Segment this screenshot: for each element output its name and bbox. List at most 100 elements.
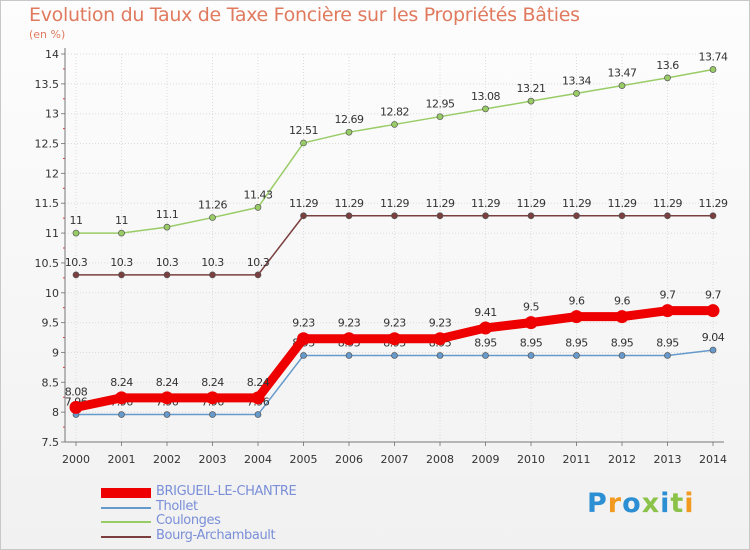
data-label-coulonges: 13.34 xyxy=(562,74,591,87)
data-label-brigueil-le-chantre: 9.6 xyxy=(569,295,585,308)
y-tick-label: 12.5 xyxy=(35,138,60,151)
data-point-coulonges xyxy=(436,113,444,121)
data-label-thollet: 9.04 xyxy=(702,331,725,344)
data-label-bourg-archambault: 11.29 xyxy=(562,197,591,210)
data-point-coulonges xyxy=(209,214,216,221)
data-label-bourg-archambault: 10.3 xyxy=(156,256,179,269)
legend-swatch-bourg-archambault xyxy=(101,535,151,538)
data-point-bourg-archambault xyxy=(527,212,535,220)
data-label-coulonges: 11 xyxy=(70,214,83,227)
data-point-bourg-archambault xyxy=(72,271,80,279)
proxiti-logo: Proxiti xyxy=(587,488,695,519)
data-point-bourg-archambault xyxy=(254,271,262,279)
data-point-thollet xyxy=(618,352,626,359)
x-tick-label: 2001 xyxy=(108,453,136,466)
y-tick-label: 14 xyxy=(45,48,59,61)
data-label-coulonges: 12.69 xyxy=(335,113,364,126)
y-tick-label: 13 xyxy=(45,108,59,121)
data-label-coulonges: 11.43 xyxy=(244,188,273,201)
data-label-bourg-archambault: 11.29 xyxy=(608,197,637,210)
data-label-bourg-archambault: 10.3 xyxy=(65,256,88,269)
data-point-bourg-archambault xyxy=(664,212,671,220)
data-point-brigueil-le-chantre xyxy=(69,400,83,414)
data-label-brigueil-le-chantre: 9.7 xyxy=(705,289,721,302)
y-tick-label: 8.5 xyxy=(42,376,60,389)
data-point-brigueil-le-chantre xyxy=(524,316,538,330)
data-point-bourg-archambault xyxy=(573,212,580,220)
data-label-bourg-archambault: 10.3 xyxy=(247,256,270,269)
data-point-coulonges xyxy=(300,139,307,147)
data-point-coulonges xyxy=(573,90,580,97)
data-point-coulonges xyxy=(618,82,626,89)
y-tick-label: 11.5 xyxy=(35,197,60,210)
data-point-coulonges xyxy=(482,105,489,113)
data-label-brigueil-le-chantre: 8.24 xyxy=(156,376,179,389)
data-point-bourg-archambault xyxy=(300,212,307,220)
data-point-bourg-archambault xyxy=(709,212,717,220)
y-tick-label: 9 xyxy=(52,346,59,359)
data-point-thollet xyxy=(709,346,717,354)
data-point-brigueil-le-chantre xyxy=(206,391,219,405)
data-point-bourg-archambault xyxy=(345,212,353,220)
data-label-coulonges: 12.51 xyxy=(289,124,318,137)
legend-swatch-coulonges xyxy=(101,521,151,523)
data-label-thollet: 8.95 xyxy=(656,336,679,349)
data-point-coulonges xyxy=(118,229,125,237)
legend-label-bourg-archambault: Bourg-Archambault xyxy=(156,527,276,543)
data-point-thollet xyxy=(118,411,125,418)
data-label-brigueil-le-chantre: 8.24 xyxy=(247,376,270,389)
data-point-coulonges xyxy=(163,223,171,231)
data-label-coulonges: 11.1 xyxy=(156,208,179,221)
x-tick-label: 2008 xyxy=(426,453,454,466)
x-tick-label: 2000 xyxy=(62,453,90,466)
x-tick-label: 2009 xyxy=(472,453,500,466)
x-tick-label: 2010 xyxy=(517,453,545,466)
data-point-coulonges xyxy=(254,204,262,211)
data-label-bourg-archambault: 10.3 xyxy=(201,256,224,269)
y-tick-label: 12 xyxy=(45,167,59,180)
data-point-brigueil-le-chantre xyxy=(706,304,720,318)
data-point-thollet xyxy=(391,352,398,359)
data-label-bourg-archambault: 11.29 xyxy=(517,197,546,210)
legend-label-brigueil: BRIGUEIL-LE-CHANTRE xyxy=(156,484,297,499)
data-label-coulonges: 11 xyxy=(115,214,128,227)
x-tick-label: 2012 xyxy=(608,453,636,466)
data-label-bourg-archambault: 10.3 xyxy=(110,256,133,269)
data-point-brigueil-le-chantre xyxy=(160,391,174,405)
data-label-brigueil-le-chantre: 8.24 xyxy=(110,376,133,389)
data-point-bourg-archambault xyxy=(482,212,489,220)
data-point-thollet xyxy=(345,352,353,359)
x-tick-label: 2003 xyxy=(199,453,227,466)
data-label-coulonges: 13.21 xyxy=(517,82,546,95)
data-point-bourg-archambault xyxy=(209,271,216,279)
data-point-coulonges xyxy=(72,229,80,237)
data-point-brigueil-le-chantre xyxy=(388,332,401,346)
data-label-brigueil-le-chantre: 9.41 xyxy=(474,306,497,319)
data-label-brigueil-le-chantre: 9.6 xyxy=(614,295,630,308)
data-label-coulonges: 12.82 xyxy=(380,105,409,118)
data-point-bourg-archambault xyxy=(391,212,398,220)
data-point-thollet xyxy=(209,411,216,418)
data-point-coulonges xyxy=(664,74,671,82)
data-point-thollet xyxy=(482,352,489,359)
data-point-bourg-archambault xyxy=(118,271,125,279)
legend-swatch-thollet xyxy=(101,506,151,509)
data-label-brigueil-le-chantre: 9.23 xyxy=(338,317,361,330)
data-label-brigueil-le-chantre: 9.23 xyxy=(429,317,452,330)
y-tick-label: 11 xyxy=(45,227,59,240)
data-point-coulonges xyxy=(391,121,398,128)
data-label-coulonges: 13.47 xyxy=(608,67,637,80)
data-point-brigueil-le-chantre xyxy=(297,332,310,346)
data-point-coulonges xyxy=(709,66,717,73)
data-point-brigueil-le-chantre xyxy=(661,304,674,318)
x-tick-label: 2013 xyxy=(654,453,682,466)
x-tick-label: 2006 xyxy=(335,453,363,466)
unit-label: (en %) xyxy=(29,28,66,41)
x-tick-label: 2004 xyxy=(244,453,272,466)
data-label-bourg-archambault: 11.29 xyxy=(380,197,409,210)
data-label-bourg-archambault: 11.29 xyxy=(289,197,318,210)
data-point-coulonges xyxy=(345,128,353,136)
data-point-brigueil-le-chantre xyxy=(615,310,629,324)
data-point-bourg-archambault xyxy=(618,212,626,220)
